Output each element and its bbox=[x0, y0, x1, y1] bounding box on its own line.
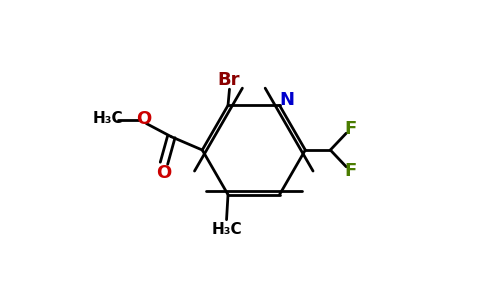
Text: O: O bbox=[136, 110, 151, 128]
Text: N: N bbox=[279, 91, 294, 109]
Text: H₃C: H₃C bbox=[211, 223, 242, 238]
Text: H₃C: H₃C bbox=[92, 111, 123, 126]
Text: F: F bbox=[345, 119, 357, 137]
Text: F: F bbox=[345, 163, 357, 181]
Text: O: O bbox=[156, 164, 171, 182]
Text: Br: Br bbox=[218, 71, 240, 89]
